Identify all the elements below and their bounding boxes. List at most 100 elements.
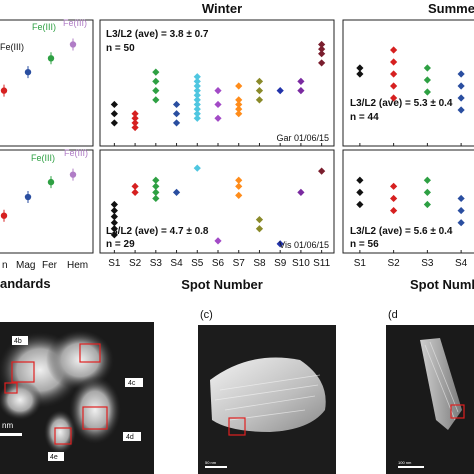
data-point-s11	[318, 59, 326, 67]
standard-point	[69, 171, 77, 178]
data-point-s6	[214, 114, 222, 122]
data-point-s3	[423, 188, 431, 196]
data-point-s2	[390, 182, 398, 190]
data-point-s4	[172, 119, 181, 127]
panel-d-label: (d	[388, 309, 398, 321]
data-point-s11	[318, 167, 326, 175]
standards-panel: Fe(III) Fe(III) Fe(III) Fe(III) Fe(III) …	[0, 18, 94, 291]
data-point-s9	[276, 87, 284, 95]
data-point-s7	[235, 96, 243, 104]
x-tick-label: S11	[313, 258, 330, 269]
winter-top-sample: Gar 01/06/15	[276, 133, 329, 143]
data-point-s1	[110, 206, 118, 215]
data-point-s2	[390, 94, 398, 102]
data-point-s3	[423, 88, 431, 96]
standard-point	[47, 178, 55, 186]
standard-point	[0, 212, 8, 219]
summer-bottom-ratio: L3/L2 (ave) = 5.6 ± 0.4	[350, 226, 453, 237]
data-point-s7	[235, 176, 243, 184]
data-point-s10	[297, 188, 305, 196]
data-point-s3	[152, 68, 160, 76]
data-point-s2	[390, 58, 398, 66]
b-scale-label: nm	[2, 421, 13, 430]
data-point-s5	[193, 164, 201, 172]
data-point-s1	[110, 231, 118, 239]
winter-title: Winter	[202, 1, 242, 16]
winter-top-n: n = 50	[106, 43, 135, 54]
data-point-s4	[457, 219, 465, 227]
data-point-s2	[131, 114, 139, 122]
data-point-s4	[457, 106, 465, 114]
data-point-s2	[390, 70, 398, 78]
standard-point	[0, 87, 8, 94]
summer-panel: Summe S1 S2 S3 S4 L3/L2 (ave) = 5.3 ± 0.4 n…	[342, 1, 474, 292]
x-tick-label: S5	[191, 258, 204, 269]
data-point-s2	[390, 46, 398, 54]
data-point-s4	[457, 206, 465, 215]
data-point-s1	[356, 70, 364, 78]
standard-point	[24, 68, 32, 76]
data-point-s5	[193, 91, 201, 99]
fe3-label-5: Fe(III)	[64, 148, 88, 158]
fe3-label-2: Fe(III)	[32, 22, 56, 32]
data-point-s8	[255, 77, 264, 85]
b-label-4c: 4c	[128, 380, 136, 387]
x-tick-label: S10	[292, 258, 310, 269]
data-point-s5	[193, 82, 201, 90]
data-point-s9	[276, 240, 284, 248]
data-point-s1	[356, 176, 364, 184]
data-point-s7	[235, 191, 243, 200]
data-point-s3	[152, 96, 160, 104]
data-point-s1	[356, 200, 364, 209]
std-tick-3: Hem	[67, 260, 88, 271]
data-point-s6	[214, 100, 222, 109]
data-point-s7	[235, 110, 243, 118]
data-point-s5	[193, 105, 201, 113]
data-point-s11	[318, 50, 326, 58]
data-point-s5	[193, 100, 201, 109]
data-point-s4	[457, 70, 465, 78]
data-point-s3	[152, 176, 160, 184]
fe3-label-1: Fe(III)	[0, 42, 24, 52]
data-point-s7	[235, 82, 243, 90]
x-tick-label: S7	[233, 258, 246, 269]
data-point-s3	[152, 188, 160, 196]
data-point-s7	[235, 105, 243, 113]
data-point-s3	[152, 194, 160, 203]
data-point-s7	[235, 100, 243, 109]
data-point-s2	[390, 194, 398, 203]
data-point-s1	[110, 213, 118, 221]
summer-axis-label: Spot Numb	[410, 277, 474, 292]
summer-top-ratio: L3/L2 (ave) = 5.3 ± 0.4	[350, 98, 453, 109]
b-label-4d: 4d	[126, 434, 134, 441]
x-tick-label: S4	[170, 258, 183, 269]
standard-point	[24, 193, 32, 201]
data-point-s1	[110, 225, 118, 233]
x-tick-label: S4	[455, 258, 468, 269]
data-point-s5	[193, 110, 201, 118]
data-point-s5	[193, 87, 201, 95]
data-point-s2	[131, 119, 139, 127]
data-point-s1	[110, 219, 118, 227]
x-tick-label: S8	[253, 258, 266, 269]
data-point-s1	[110, 200, 118, 209]
data-point-s1	[356, 64, 364, 72]
std-tick-1: Mag	[16, 260, 35, 271]
data-point-s8	[255, 216, 264, 224]
micrograph-b: 4b 4c 4d 4e nm	[0, 322, 154, 474]
x-tick-label: S6	[212, 258, 225, 269]
data-point-s8	[255, 96, 264, 104]
standard-point	[69, 41, 77, 48]
data-point-s1	[110, 119, 118, 127]
winter-bottom-ratio: L3/L2 (ave) = 4.7 ± 0.8	[106, 226, 209, 237]
micrograph-c: (c) 50 nm	[198, 309, 336, 474]
standard-point	[47, 55, 55, 62]
panel-c-label: (c)	[200, 309, 213, 321]
micrograph-d: (d 100 nm	[386, 309, 474, 474]
data-point-s7	[235, 182, 243, 190]
data-point-s3	[423, 76, 431, 84]
data-point-s2	[390, 82, 398, 90]
data-point-s6	[214, 237, 222, 245]
winter-panel: Winter S1 S2 S3 S4 S5 S6 S7 S8 S9 S10 S11 L3/L2 (a…	[99, 1, 335, 292]
data-point-s10	[297, 87, 305, 95]
